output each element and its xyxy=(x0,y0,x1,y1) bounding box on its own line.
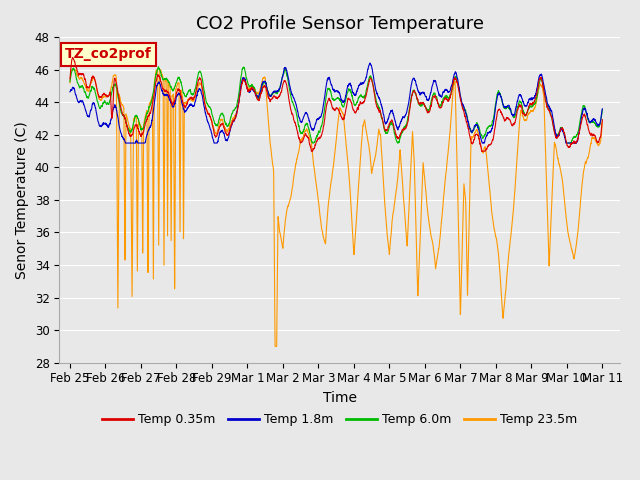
Y-axis label: Senor Temperature (C): Senor Temperature (C) xyxy=(15,121,29,279)
Text: TZ_co2prof: TZ_co2prof xyxy=(65,48,152,61)
Title: CO2 Profile Sensor Temperature: CO2 Profile Sensor Temperature xyxy=(196,15,484,33)
Legend: Temp 0.35m, Temp 1.8m, Temp 6.0m, Temp 23.5m: Temp 0.35m, Temp 1.8m, Temp 6.0m, Temp 2… xyxy=(97,408,582,431)
X-axis label: Time: Time xyxy=(323,391,356,405)
